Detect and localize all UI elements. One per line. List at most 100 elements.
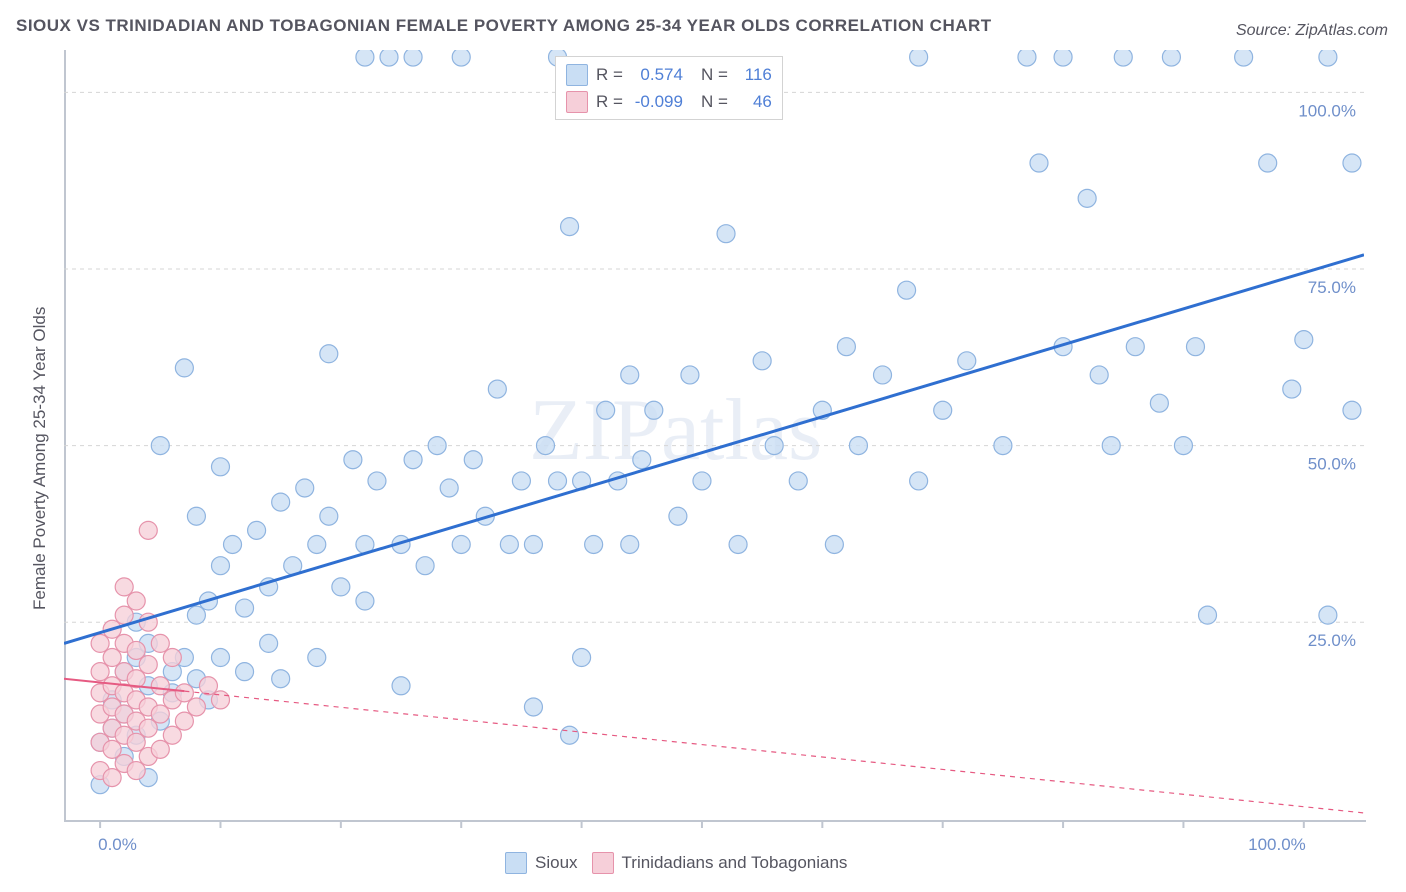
scatter-point bbox=[344, 451, 362, 469]
scatter-point bbox=[1319, 48, 1337, 66]
scatter-point bbox=[199, 677, 217, 695]
series-legend: Sioux Trinidadians and Tobagonians bbox=[505, 852, 847, 874]
scatter-point bbox=[151, 634, 169, 652]
scatter-point bbox=[1162, 48, 1180, 66]
scatter-point bbox=[127, 641, 145, 659]
scatter-point bbox=[934, 401, 952, 419]
scatter-point bbox=[127, 592, 145, 610]
scatter-point bbox=[260, 634, 278, 652]
scatter-point bbox=[296, 479, 314, 497]
scatter-point bbox=[524, 535, 542, 553]
scatter-point bbox=[211, 458, 229, 476]
scatter-point bbox=[139, 521, 157, 539]
scatter-point bbox=[874, 366, 892, 384]
scatter-point bbox=[392, 677, 410, 695]
y-tick-label: 100.0% bbox=[1298, 101, 1356, 120]
legend-label: Sioux bbox=[535, 853, 578, 873]
scatter-point bbox=[621, 366, 639, 384]
scatter-point bbox=[1018, 48, 1036, 66]
scatter-point bbox=[621, 535, 639, 553]
scatter-point bbox=[585, 535, 603, 553]
scatter-point bbox=[115, 606, 133, 624]
scatter-point bbox=[849, 437, 867, 455]
scatter-point bbox=[103, 769, 121, 787]
scatter-point bbox=[115, 578, 133, 596]
scatter-point bbox=[1150, 394, 1168, 412]
legend-swatch bbox=[566, 64, 588, 86]
correlation-legend: R =0.574N =116R =-0.099N =46 bbox=[555, 56, 783, 120]
stat-value: 0.574 bbox=[631, 61, 683, 88]
scatter-point bbox=[994, 437, 1012, 455]
legend-swatch bbox=[505, 852, 527, 874]
scatter-point bbox=[404, 451, 422, 469]
scatter-point bbox=[549, 472, 567, 490]
scatter-point bbox=[163, 726, 181, 744]
stat-value: -0.099 bbox=[631, 88, 683, 115]
chart-svg: 25.0%50.0%75.0%100.0%0.0%100.0% bbox=[0, 0, 1406, 892]
scatter-point bbox=[789, 472, 807, 490]
scatter-point bbox=[151, 437, 169, 455]
scatter-point bbox=[248, 521, 266, 539]
scatter-point bbox=[332, 578, 350, 596]
scatter-point bbox=[573, 649, 591, 667]
scatter-point bbox=[187, 606, 205, 624]
scatter-point bbox=[236, 599, 254, 617]
scatter-point bbox=[272, 493, 290, 511]
trend-line bbox=[64, 255, 1364, 644]
stat-label: N = bbox=[701, 88, 728, 115]
scatter-point bbox=[163, 649, 181, 667]
scatter-point bbox=[356, 48, 374, 66]
scatter-point bbox=[1126, 338, 1144, 356]
scatter-point bbox=[910, 48, 928, 66]
legend-swatch bbox=[566, 91, 588, 113]
scatter-point bbox=[187, 698, 205, 716]
scatter-point bbox=[753, 352, 771, 370]
scatter-point bbox=[765, 437, 783, 455]
scatter-point bbox=[211, 557, 229, 575]
scatter-point bbox=[1030, 154, 1048, 172]
scatter-point bbox=[561, 218, 579, 236]
scatter-point bbox=[91, 634, 109, 652]
scatter-point bbox=[356, 592, 374, 610]
scatter-point bbox=[452, 535, 470, 553]
scatter-point bbox=[452, 48, 470, 66]
scatter-point bbox=[224, 535, 242, 553]
scatter-point bbox=[308, 649, 326, 667]
scatter-point bbox=[561, 726, 579, 744]
scatter-point bbox=[898, 281, 916, 299]
scatter-point bbox=[717, 225, 735, 243]
scatter-point bbox=[633, 451, 651, 469]
scatter-point bbox=[1295, 331, 1313, 349]
scatter-point bbox=[139, 656, 157, 674]
scatter-point bbox=[524, 698, 542, 716]
scatter-point bbox=[1283, 380, 1301, 398]
x-tick-label: 0.0% bbox=[98, 835, 137, 854]
scatter-point bbox=[512, 472, 530, 490]
scatter-point bbox=[380, 48, 398, 66]
scatter-point bbox=[416, 557, 434, 575]
scatter-point bbox=[320, 345, 338, 363]
scatter-point bbox=[1199, 606, 1217, 624]
y-tick-label: 75.0% bbox=[1308, 278, 1356, 297]
scatter-point bbox=[175, 712, 193, 730]
scatter-point bbox=[1054, 48, 1072, 66]
scatter-point bbox=[139, 719, 157, 737]
stat-label: R = bbox=[596, 61, 623, 88]
scatter-point bbox=[1174, 437, 1192, 455]
scatter-point bbox=[597, 401, 615, 419]
scatter-point bbox=[1090, 366, 1108, 384]
scatter-point bbox=[1078, 189, 1096, 207]
legend-label: Trinidadians and Tobagonians bbox=[622, 853, 848, 873]
scatter-point bbox=[958, 352, 976, 370]
scatter-point bbox=[1319, 606, 1337, 624]
scatter-point bbox=[103, 649, 121, 667]
correlation-legend-row: R =0.574N =116 bbox=[566, 61, 772, 88]
scatter-point bbox=[488, 380, 506, 398]
scatter-point bbox=[175, 359, 193, 377]
stat-value: 46 bbox=[736, 88, 772, 115]
scatter-point bbox=[308, 535, 326, 553]
y-tick-label: 50.0% bbox=[1308, 455, 1356, 474]
scatter-point bbox=[151, 740, 169, 758]
scatter-point bbox=[825, 535, 843, 553]
legend-swatch bbox=[592, 852, 614, 874]
